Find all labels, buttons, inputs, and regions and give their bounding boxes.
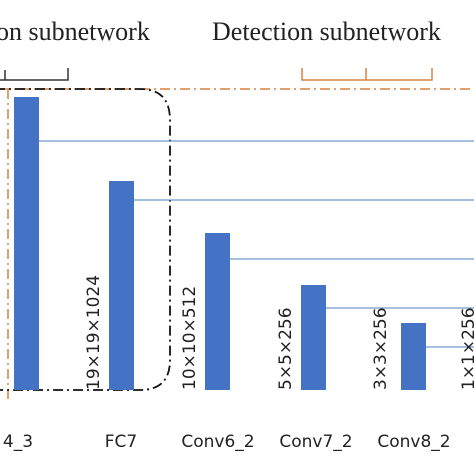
layer-bar [401, 323, 426, 390]
layer-bar [205, 233, 230, 390]
layer-bar [301, 285, 326, 390]
layer-shape: 5×5×256 [276, 307, 296, 390]
layer-shape: 19×19×1024 [84, 275, 104, 390]
layer-label: Conv7_2 [279, 432, 352, 452]
layer-label: FC7 [105, 432, 137, 452]
layer-bar [14, 97, 39, 390]
layer-label: Conv6_2 [181, 432, 254, 452]
right-title: Detection subnetwork [212, 17, 441, 46]
layer-shape: 10×10×512 [180, 286, 200, 390]
layer-shape: 1×1×256 [459, 307, 474, 390]
layer-label: 4_3 [3, 432, 33, 452]
feature-frame [0, 88, 171, 391]
layer-label: Conv8_2 [377, 432, 450, 452]
layer-bar [109, 181, 134, 390]
left-bracket [0, 68, 69, 81]
layer-shape: 3×3×256 [371, 307, 391, 390]
left-title: on subnetwork [0, 17, 150, 46]
right-bracket [301, 68, 433, 81]
layer-shape: 38×38×512 [0, 286, 5, 390]
